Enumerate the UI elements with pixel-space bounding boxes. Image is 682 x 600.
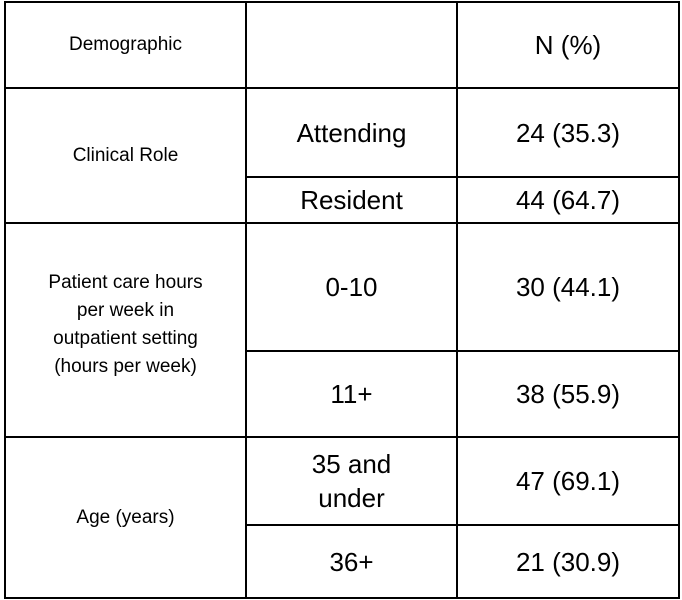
group-label-age: Age (years) xyxy=(76,506,175,528)
header-blank xyxy=(247,3,456,87)
group-label-line: (hours per week) xyxy=(54,356,197,377)
column-divider-1 xyxy=(245,1,247,599)
value-0-10: 30 (44.1) xyxy=(515,272,621,302)
category-attending: Attending xyxy=(296,117,407,148)
group-label-line: outpatient setting xyxy=(53,328,198,349)
group-label-patient-care-hours: Patient care hours per week in outpatien… xyxy=(6,224,245,436)
value-35-and-under: 47 (69.1) xyxy=(515,466,621,496)
value-resident: 44 (64.7) xyxy=(515,185,621,215)
table-border-bottom xyxy=(4,597,680,599)
header-n-percent: N (%) xyxy=(534,30,602,60)
category-36-plus: 36+ xyxy=(329,546,374,577)
group-label-line: per week in xyxy=(76,300,175,321)
category-35-and-under: 35 and under xyxy=(247,438,456,524)
value-36-plus: 21 (30.9) xyxy=(515,546,621,577)
value-11-plus: 38 (55.9) xyxy=(515,379,621,409)
row-divider-group-2 xyxy=(4,436,680,438)
row-divider-group-1-inner xyxy=(245,176,680,178)
row-divider-group-1 xyxy=(4,222,680,224)
category-0-10: 0-10 xyxy=(325,272,378,302)
category-line: 35 and xyxy=(311,449,392,479)
row-divider-group-2-inner xyxy=(245,350,680,352)
row-divider-header xyxy=(4,87,680,89)
group-label-clinical-role: Clinical Role xyxy=(72,144,179,166)
category-11-plus: 11+ xyxy=(330,379,373,409)
table-border-top xyxy=(4,1,680,3)
table-border-right xyxy=(678,1,680,599)
category-line: under xyxy=(318,483,385,513)
table-border-left xyxy=(4,1,6,599)
header-demographic: Demographic xyxy=(69,34,182,55)
category-resident: Resident xyxy=(300,185,403,215)
row-divider-group-3-inner xyxy=(245,524,680,526)
column-divider-2 xyxy=(456,1,458,599)
value-attending: 24 (35.3) xyxy=(515,117,621,148)
group-label-line: Patient care hours xyxy=(48,272,203,293)
